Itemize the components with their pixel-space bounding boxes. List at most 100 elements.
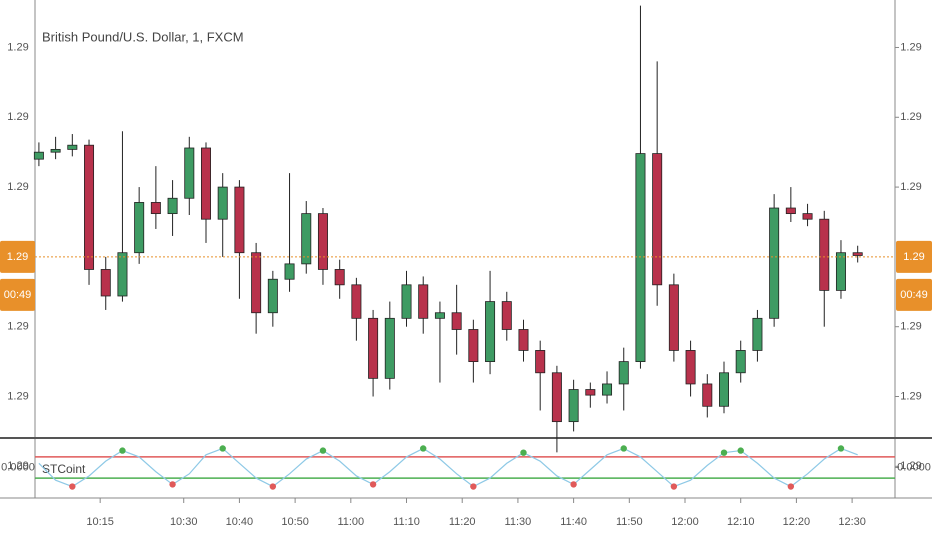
candle-body	[33, 151, 44, 160]
candle-body	[368, 317, 379, 379]
candle-body	[719, 372, 729, 407]
countdown-box	[896, 278, 932, 311]
candle-body	[251, 252, 262, 314]
signal-dot	[787, 483, 795, 490]
y-tick-label: 1.29	[900, 460, 921, 472]
candle-body	[468, 329, 479, 363]
candle-body	[117, 252, 128, 297]
candle-body	[50, 148, 61, 153]
y-tick-label: 1.29	[7, 321, 28, 333]
signal-dot	[620, 445, 627, 452]
signal-dot	[420, 445, 427, 452]
candle-body	[685, 350, 696, 385]
indicator-name: STCoint	[42, 462, 86, 476]
signal-dot	[520, 449, 527, 456]
candle-body	[334, 269, 345, 286]
candle-body	[568, 389, 579, 423]
y-tick-label: 1.29	[7, 111, 28, 123]
candle-body	[418, 284, 429, 319]
candle-body	[485, 301, 496, 363]
candle-body	[167, 197, 178, 215]
candle-body	[267, 278, 278, 314]
y-tick-label: 1.29	[900, 41, 921, 53]
candle-body	[317, 213, 328, 270]
candle-body	[635, 153, 646, 363]
candle-body	[802, 213, 813, 220]
candle-body	[585, 389, 596, 396]
candle-body	[785, 207, 796, 215]
candle-body	[752, 317, 763, 351]
candle-body	[652, 153, 663, 286]
y-tick-label: 1.29	[7, 41, 28, 53]
signal-dot	[119, 447, 126, 454]
countdown-label: 00:49	[4, 289, 32, 301]
candle-body	[234, 186, 245, 254]
y-tick-label: 1.29	[7, 390, 28, 402]
price-label: 1.29	[903, 251, 924, 263]
x-tick-label: 10:40	[226, 516, 254, 528]
y-tick-label: 1.29	[7, 460, 28, 472]
x-tick-label: 12:10	[727, 516, 755, 528]
candle-body	[134, 202, 145, 254]
signal-dot	[369, 481, 377, 488]
x-tick-label: 10:30	[170, 516, 198, 528]
signal-dot	[670, 483, 678, 490]
candle-body	[451, 312, 462, 330]
candle-body	[100, 269, 111, 297]
x-tick-label: 12:00	[671, 516, 699, 528]
candle-body	[735, 350, 746, 374]
price-label-box	[0, 240, 35, 273]
x-tick-label: 11:00	[337, 516, 364, 528]
candle-body	[668, 284, 679, 351]
candle-body	[84, 144, 95, 270]
y-tick-label: 1.29	[900, 181, 921, 193]
signal-dot	[269, 483, 277, 490]
x-tick-label: 10:50	[281, 516, 309, 528]
signal-dot	[69, 483, 76, 490]
candle-body	[535, 350, 546, 374]
candle-body	[284, 263, 295, 280]
candle-body	[602, 383, 613, 396]
candle-body	[702, 383, 713, 407]
x-tick-label: 10:15	[86, 516, 114, 528]
signal-dot	[570, 481, 577, 488]
candle-body	[184, 147, 195, 199]
candle-body	[67, 144, 78, 150]
candle-body	[835, 252, 846, 291]
candle-body	[150, 202, 161, 215]
y-tick-label: 1.29	[7, 181, 28, 193]
candle-body	[852, 252, 863, 256]
x-tick-label: 12:30	[838, 516, 866, 528]
candle-body	[819, 218, 830, 291]
x-tick-label: 11:20	[449, 516, 476, 528]
signal-dot	[737, 447, 744, 454]
y-tick-label: 1.29	[900, 111, 921, 123]
countdown-box	[0, 278, 35, 311]
candle-body	[301, 213, 312, 265]
candle-body	[518, 329, 529, 351]
x-tick-label: 11:50	[616, 516, 643, 528]
candle-body	[351, 284, 362, 319]
chart-title: British Pound/U.S. Dollar, 1, FXCM	[42, 29, 244, 44]
signal-dot	[169, 481, 176, 488]
candle-body	[384, 317, 395, 379]
candle-body	[769, 207, 780, 319]
countdown-label: 00:49	[900, 289, 928, 301]
candle-body	[434, 312, 445, 319]
signal-dot	[837, 445, 845, 452]
candle-body	[217, 186, 228, 220]
x-tick-label: 12:20	[783, 516, 811, 528]
indicator-y-tick-label: 0.0000	[1, 461, 35, 473]
x-tick-label: 11:40	[560, 516, 587, 528]
signal-dot	[219, 445, 226, 452]
price-label: 1.29	[7, 251, 28, 263]
indicator-y-tick-label: 0.0000	[897, 461, 931, 473]
y-tick-label: 1.29	[900, 390, 921, 402]
indicator-line	[38, 447, 858, 488]
candle-body	[618, 361, 629, 385]
signal-dot	[720, 449, 728, 456]
candle-body	[501, 301, 512, 330]
x-tick-label: 11:30	[505, 516, 532, 528]
